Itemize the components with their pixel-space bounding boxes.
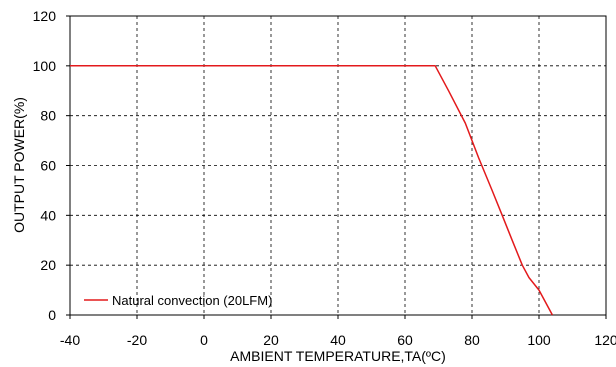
legend-label: Natural convection (20LFM)	[112, 293, 272, 308]
y-tick-label: 100	[33, 58, 57, 74]
y-tick-label: 80	[40, 108, 56, 124]
series-line	[70, 65, 554, 316]
x-tick-label: 20	[263, 332, 279, 348]
y-tick-label: 40	[40, 207, 56, 223]
x-tick-label: 0	[200, 332, 208, 348]
x-tick-label: 120	[594, 332, 616, 348]
series-layer	[70, 65, 554, 316]
y-axis-label: OUTPUT POWER(%)	[11, 97, 27, 233]
x-tick-label: -20	[127, 332, 147, 348]
y-tick-label: 0	[48, 307, 56, 323]
y-tick-label: 120	[33, 8, 57, 24]
y-tick-label: 60	[40, 158, 56, 174]
x-tick-label: 100	[527, 332, 551, 348]
x-tick-label: 60	[397, 332, 413, 348]
y-tick-label: 20	[40, 257, 56, 273]
x-tick-label: 80	[464, 332, 480, 348]
x-tick-label: 40	[330, 332, 346, 348]
axis-ticks: -40 -20 0 20 40 60 80 100 120 0 20 40 60 80 100 120	[33, 8, 616, 348]
x-axis-label: AMBIENT TEMPERATURE,TA(ºC)	[230, 348, 446, 364]
x-tick-label: -40	[60, 332, 80, 348]
legend: Natural convection (20LFM)	[84, 293, 272, 308]
